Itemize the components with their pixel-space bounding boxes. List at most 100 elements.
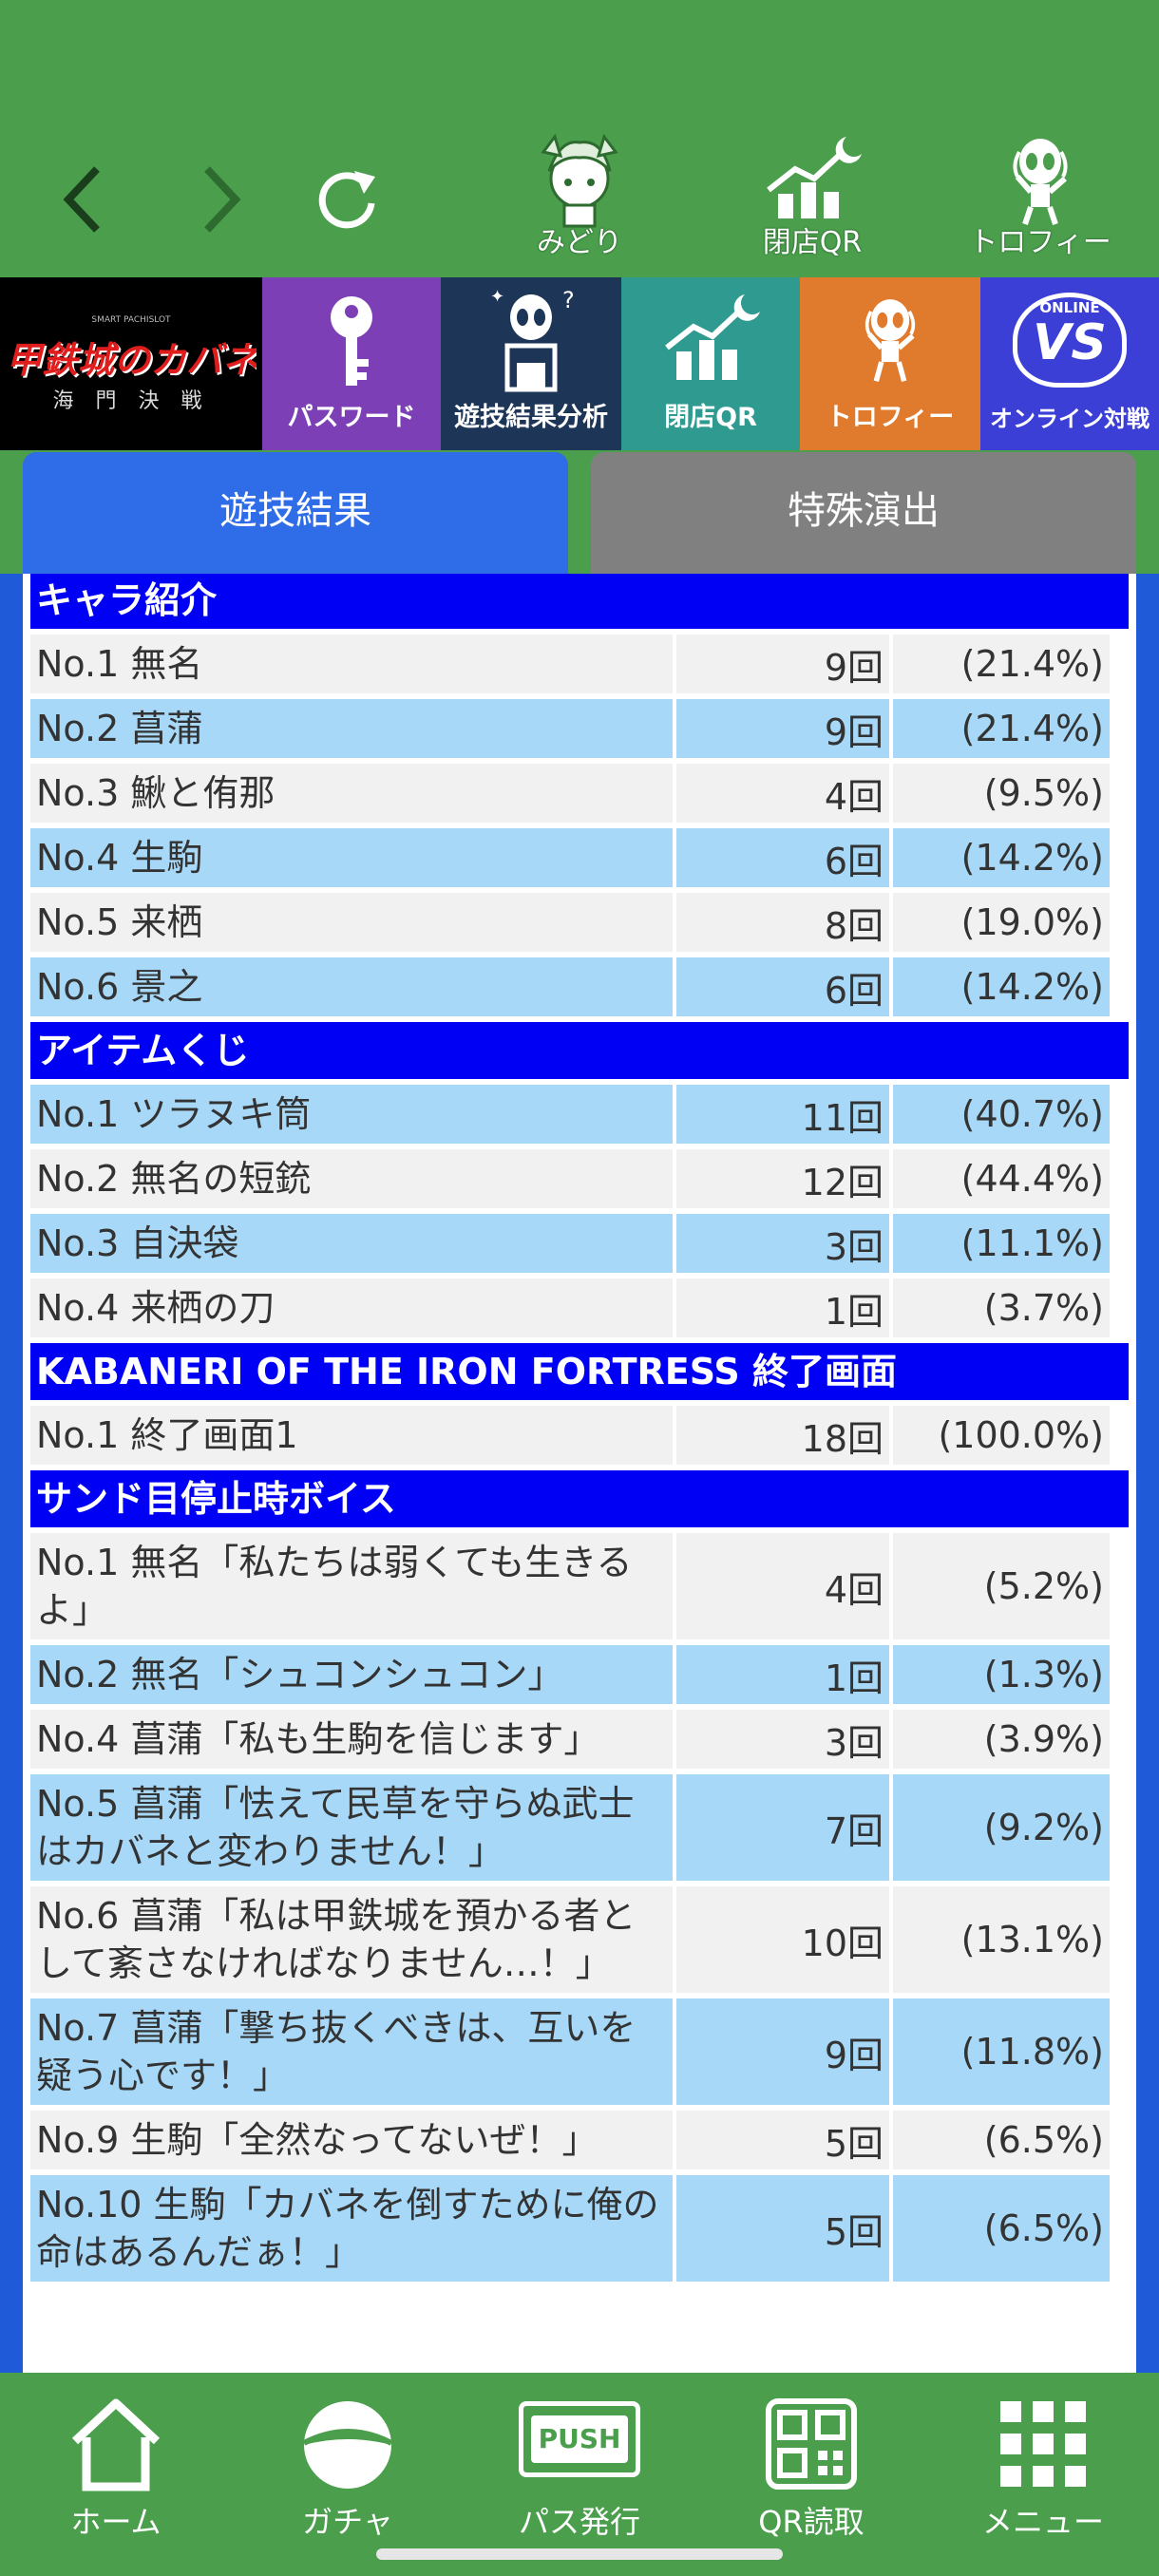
row-count: 4回 — [676, 1533, 889, 1639]
vs-badge: ONLINE VS — [1013, 293, 1127, 388]
row-name: No.4 来栖の刀 — [30, 1279, 673, 1337]
table-row: No.7 菖蒲「撃ち抜くべきは、互いを疑う心です！」 9回 (11.8%) — [30, 1998, 1129, 2105]
bottom-nav-qr-scan[interactable]: QR読取 — [716, 2386, 906, 2548]
gacha-icon — [302, 2401, 393, 2489]
row-name: No.10 生駒「カバネを倒すために俺の命はあるんだぁ！」 — [30, 2175, 673, 2282]
row-percent: (44.4%) — [893, 1149, 1110, 1208]
bottom-nav-label: パス発行 — [518, 2504, 640, 2540]
table-row: No.10 生駒「カバネを倒すために俺の命はあるんだぁ！」 5回 (6.5%) — [30, 2175, 1129, 2282]
result-panel[interactable]: キャラ紹介 No.1 無名 9回 (21.4%) No.2 菖蒲 9回 (21.4%) … — [23, 574, 1136, 2373]
tile-label: 遊技結果分析 — [454, 403, 608, 432]
table-row: No.2 無名「シュコンシュコン」 1回 (1.3%) — [30, 1645, 1129, 1704]
key-icon — [331, 296, 372, 386]
row-name: No.1 無名「私たちは弱くても生きるよ」 — [30, 1533, 673, 1639]
password-tile[interactable]: パスワード — [262, 277, 441, 450]
row-percent: (19.0%) — [893, 893, 1110, 952]
bottom-nav-label: メニュー — [981, 2504, 1104, 2540]
feature-banner: SMART PACHISLOT 甲鉄城のカバネリ 海 門 決 戦 パスワード ?… — [0, 277, 1159, 450]
row-percent: (5.2%) — [893, 1533, 1110, 1639]
reload-button[interactable] — [309, 161, 385, 237]
row-percent: (9.5%) — [893, 764, 1110, 823]
row-percent: (9.2%) — [893, 1774, 1110, 1881]
chart-moon-icon — [665, 294, 760, 380]
tile-label: オンライン対戦 — [990, 406, 1150, 432]
row-count: 6回 — [676, 828, 889, 887]
bottom-nav-label: ホーム — [70, 2504, 162, 2540]
bottom-nav-pass-issue[interactable]: PUSH パス発行 — [484, 2386, 674, 2548]
row-count: 6回 — [676, 957, 889, 1016]
tile-label: トロフィー — [826, 403, 955, 432]
reload-icon — [318, 171, 375, 229]
grid-menu-icon — [1000, 2401, 1086, 2487]
row-count: 12回 — [676, 1149, 889, 1208]
result-table: キャラ紹介 No.1 無名 9回 (21.4%) No.2 菖蒲 9回 (21.4%) … — [30, 574, 1129, 2282]
svg-text:?: ? — [562, 287, 575, 313]
row-count: 5回 — [676, 2175, 889, 2282]
tab-special-effects[interactable]: 特殊演出 — [591, 452, 1136, 574]
game-logo-tile[interactable]: SMART PACHISLOT 甲鉄城のカバネリ 海 門 決 戦 — [0, 277, 262, 450]
row-percent: (3.9%) — [893, 1710, 1110, 1769]
bottom-nav-home[interactable]: ホーム — [21, 2386, 211, 2548]
character-icon — [541, 133, 618, 228]
top-nav-midori[interactable]: みどり — [494, 133, 665, 266]
top-nav-closing-qr[interactable]: 閉店QR — [727, 133, 898, 266]
top-nav-trophy[interactable]: トロフィー — [955, 133, 1126, 266]
closing-qr-tile[interactable]: 閉店QR — [621, 277, 800, 450]
row-count: 3回 — [676, 1214, 889, 1273]
tab-play-result[interactable]: 遊技結果 — [23, 452, 568, 574]
alien-trophy-icon — [1013, 139, 1068, 225]
row-name: No.1 無名 — [30, 635, 673, 693]
row-name: No.6 菖蒲「私は甲鉄城を預かる者として紊さなければなりません…！」 — [30, 1886, 673, 1993]
home-indicator[interactable] — [376, 2548, 783, 2560]
row-percent: (13.1%) — [893, 1886, 1110, 1993]
table-row: No.2 無名の短銃 12回 (44.4%) — [30, 1149, 1129, 1208]
row-name: No.5 来栖 — [30, 893, 673, 952]
game-logo-subtext: 海 門 決 戦 — [52, 389, 210, 413]
row-count: 1回 — [676, 1645, 889, 1704]
analysis-tile[interactable]: ? ✦ 遊技結果分析 — [441, 277, 621, 450]
table-row: No.1 ツラヌキ筒 11回 (40.7%) — [30, 1085, 1129, 1144]
result-tabs: 遊技結果 特殊演出 — [0, 450, 1159, 574]
forward-button[interactable] — [180, 161, 256, 237]
row-count: 18回 — [676, 1406, 889, 1465]
top-nav-label: 閉店QR — [762, 226, 863, 259]
row-name: No.9 生駒「全然なってないぜ！」 — [30, 2111, 673, 2169]
top-nav-label: トロフィー — [969, 226, 1112, 259]
table-row: No.1 無名「私たちは弱くても生きるよ」 4回 (5.2%) — [30, 1533, 1129, 1639]
top-nav-label: みどり — [537, 226, 622, 259]
table-row: No.1 終了画面1 18回 (100.0%) — [30, 1406, 1129, 1465]
table-row: No.4 生駒 6回 (14.2%) — [30, 828, 1129, 887]
table-row: No.6 菖蒲「私は甲鉄城を預かる者として紊さなければなりません…！」 10回 (1… — [30, 1886, 1129, 1993]
row-percent: (3.7%) — [893, 1279, 1110, 1337]
qr-icon — [766, 2398, 857, 2490]
home-icon — [71, 2398, 161, 2491]
vs-badge-top: ONLINE — [1039, 299, 1100, 316]
alien-trophy-icon — [864, 299, 916, 382]
bottom-nav-menu[interactable]: メニュー — [948, 2386, 1138, 2548]
row-percent: (6.5%) — [893, 2175, 1110, 2282]
table-row: No.5 来栖 8回 (19.0%) — [30, 893, 1129, 952]
game-logo-text: 甲鉄城のカバネリ — [6, 338, 256, 381]
online-battle-tile[interactable]: ONLINE VS オンライン対戦 — [980, 277, 1159, 450]
trophy-tile[interactable]: トロフィー — [800, 277, 980, 450]
row-count: 1回 — [676, 1279, 889, 1337]
push-icon: PUSH — [519, 2401, 640, 2477]
tile-label: パスワード — [287, 403, 416, 432]
back-button[interactable] — [48, 161, 124, 237]
row-name: No.3 鰍と侑那 — [30, 764, 673, 823]
alien-analysis-icon: ? ✦ — [490, 287, 575, 392]
top-header: みどり 閉店QR トロフィー — [0, 0, 1159, 277]
section-header: キャラ紹介 — [30, 574, 1129, 629]
logo-small-text: SMART PACHISLOT — [91, 315, 171, 325]
row-percent: (11.8%) — [893, 1998, 1110, 2105]
row-name: No.1 ツラヌキ筒 — [30, 1085, 673, 1144]
row-percent: (100.0%) — [893, 1406, 1110, 1465]
bottom-nav-gacha[interactable]: ガチャ — [253, 2386, 443, 2548]
section-header: サンド目停止時ボイス — [30, 1470, 1129, 1527]
row-count: 4回 — [676, 764, 889, 823]
row-percent: (6.5%) — [893, 2111, 1110, 2169]
result-content: キャラ紹介 No.1 無名 9回 (21.4%) No.2 菖蒲 9回 (21.4%) … — [0, 574, 1159, 2373]
table-row: No.3 自決袋 3回 (11.1%) — [30, 1214, 1129, 1273]
row-name: No.3 自決袋 — [30, 1214, 673, 1273]
row-percent: (14.2%) — [893, 828, 1110, 887]
